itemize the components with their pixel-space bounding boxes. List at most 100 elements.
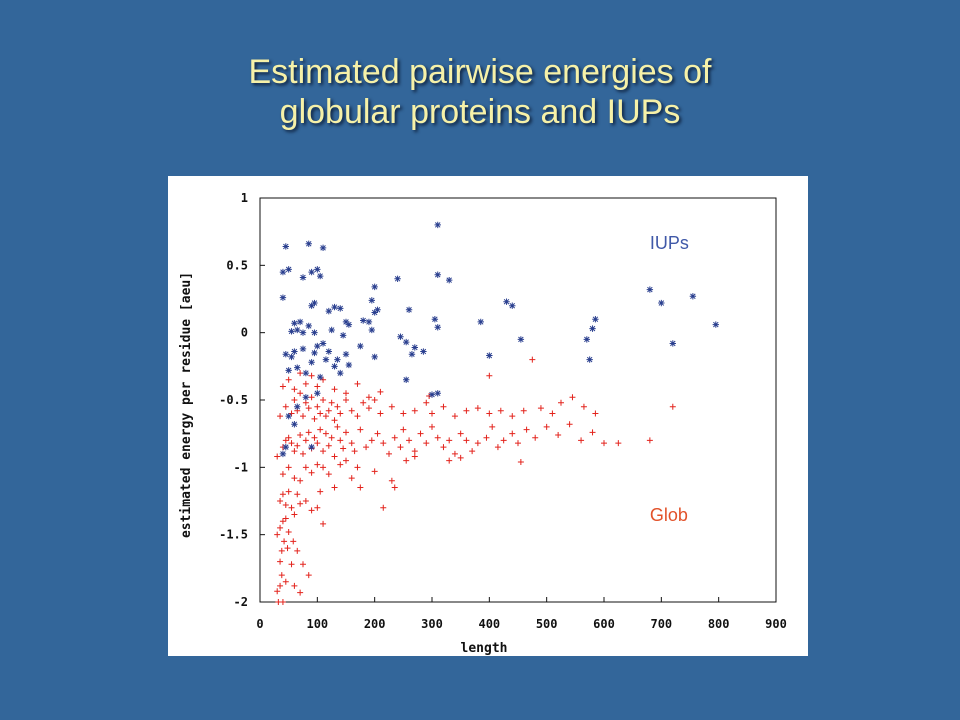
glob-point — [331, 484, 338, 491]
glob-point — [509, 413, 516, 420]
glob-point — [351, 448, 358, 455]
iup-point — [357, 342, 364, 350]
glob-point — [274, 453, 281, 460]
series-label-glob: Glob — [650, 505, 688, 525]
glob-point — [278, 572, 285, 579]
glob-point — [297, 589, 304, 596]
glob-point — [380, 440, 387, 447]
glob-point — [343, 397, 349, 403]
glob-point — [320, 376, 327, 383]
glob-point — [451, 450, 458, 457]
iup-point — [296, 318, 304, 326]
glob-point — [308, 507, 315, 514]
iup-point — [371, 353, 378, 361]
iup-point — [334, 356, 341, 363]
glob-point — [517, 458, 524, 465]
iup-point — [285, 266, 292, 273]
glob-point — [277, 558, 284, 565]
series-label-iups: IUPs — [650, 233, 689, 253]
glob-point — [297, 390, 304, 397]
glob-point — [288, 561, 295, 568]
glob-point — [523, 426, 530, 433]
iup-point — [428, 391, 436, 398]
iup-point — [285, 412, 292, 420]
iup-point — [477, 318, 484, 326]
glob-point — [325, 407, 332, 414]
glob-point — [474, 440, 481, 447]
glob-point — [294, 442, 301, 449]
iup-point — [299, 329, 307, 336]
glob-point — [331, 386, 338, 393]
iup-point — [291, 320, 298, 327]
glob-point — [532, 434, 539, 441]
glob-point — [325, 471, 332, 478]
iup-point — [434, 221, 441, 229]
x-tick-label: 800 — [708, 617, 730, 631]
glob-point — [302, 437, 309, 444]
glob-point — [300, 450, 306, 457]
iup-point — [403, 338, 410, 346]
glob-point — [386, 450, 392, 457]
iup-point — [368, 326, 375, 334]
x-axis: 0 100 200 300 400 500 600 700 800 900 — [256, 597, 787, 631]
iup-point — [337, 369, 344, 377]
glob-point — [279, 383, 286, 390]
iup-point — [299, 345, 307, 353]
glob-point — [360, 399, 367, 406]
iup-point — [517, 336, 525, 343]
glob-point — [601, 440, 607, 447]
glob-point — [388, 477, 395, 484]
iup-point — [294, 364, 301, 371]
y-tick-label: 1 — [241, 191, 248, 205]
y-tick-label: -2 — [234, 595, 248, 609]
glob-point — [305, 572, 312, 579]
glob-point — [483, 434, 490, 441]
glob-point — [343, 390, 349, 397]
glob-point — [294, 491, 301, 498]
slide-title-line-2: globular proteins and IUPs — [279, 93, 681, 131]
glob-point — [290, 538, 297, 545]
glob-point — [314, 440, 321, 447]
iup-point — [371, 283, 378, 291]
glob-point — [343, 457, 349, 464]
iup-point — [311, 349, 318, 357]
iup-point — [299, 274, 307, 281]
glob-point — [377, 388, 384, 395]
iup-point — [282, 243, 289, 250]
glob-point — [348, 407, 355, 414]
iup-point — [325, 307, 332, 315]
glob-point — [337, 410, 344, 417]
iup-point — [434, 324, 441, 331]
glob-point — [451, 413, 458, 420]
glob-point — [446, 437, 453, 444]
glob-point — [300, 561, 306, 568]
plot-panel: 0 100 200 300 400 500 600 700 800 900 -2 -1.5 -1 -0.… — [168, 176, 808, 656]
glob-point — [288, 504, 295, 511]
glob-point — [282, 437, 289, 444]
glob-point — [337, 437, 344, 444]
iup-point — [394, 275, 401, 282]
glob-point — [305, 429, 312, 436]
glob-point — [368, 437, 375, 444]
iup-point — [658, 299, 665, 307]
iup-point — [282, 351, 289, 358]
glob-point — [328, 434, 335, 441]
iup-series — [279, 221, 719, 458]
iup-point — [291, 421, 298, 428]
glob-point — [348, 440, 355, 447]
glob-point — [294, 547, 301, 554]
glob-point — [325, 442, 332, 449]
glob-point — [388, 403, 395, 410]
x-tick-label: 400 — [478, 617, 500, 631]
glob-point — [291, 386, 298, 393]
glob-point — [558, 399, 564, 406]
iup-point — [446, 276, 453, 284]
iup-point — [314, 342, 321, 350]
iup-point — [319, 244, 327, 252]
glob-point — [400, 410, 407, 417]
glob-point — [279, 491, 286, 498]
glob-point — [494, 444, 501, 451]
glob-point — [297, 500, 304, 507]
glob-point — [529, 356, 536, 363]
glob-point — [277, 498, 284, 504]
